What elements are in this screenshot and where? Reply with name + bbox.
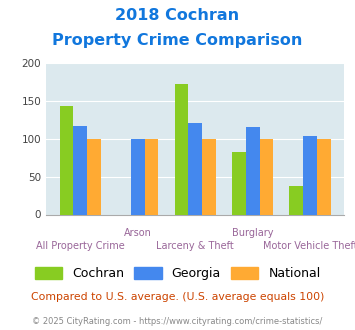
Bar	[303, 136, 317, 214]
Bar	[260, 139, 273, 214]
Text: 2018 Cochran: 2018 Cochran	[115, 8, 240, 23]
Text: Larceny & Theft: Larceny & Theft	[156, 241, 234, 251]
Bar	[73, 126, 87, 214]
Bar	[246, 127, 260, 214]
Text: Motor Vehicle Theft: Motor Vehicle Theft	[263, 241, 355, 251]
Bar	[232, 152, 246, 214]
Text: Burglary: Burglary	[232, 228, 273, 238]
Bar	[131, 139, 145, 214]
Bar	[289, 186, 303, 214]
Bar	[175, 84, 189, 214]
Text: Property Crime Comparison: Property Crime Comparison	[52, 33, 303, 48]
Text: Compared to U.S. average. (U.S. average equals 100): Compared to U.S. average. (U.S. average …	[31, 292, 324, 302]
Text: Arson: Arson	[124, 228, 152, 238]
Text: All Property Crime: All Property Crime	[36, 241, 125, 251]
Bar	[87, 139, 101, 214]
Bar	[317, 139, 331, 214]
Bar	[60, 106, 73, 214]
Bar	[189, 123, 202, 214]
Bar	[202, 139, 216, 214]
Legend: Cochran, Georgia, National: Cochran, Georgia, National	[29, 262, 326, 285]
Bar	[145, 139, 158, 214]
Text: © 2025 CityRating.com - https://www.cityrating.com/crime-statistics/: © 2025 CityRating.com - https://www.city…	[32, 317, 323, 326]
